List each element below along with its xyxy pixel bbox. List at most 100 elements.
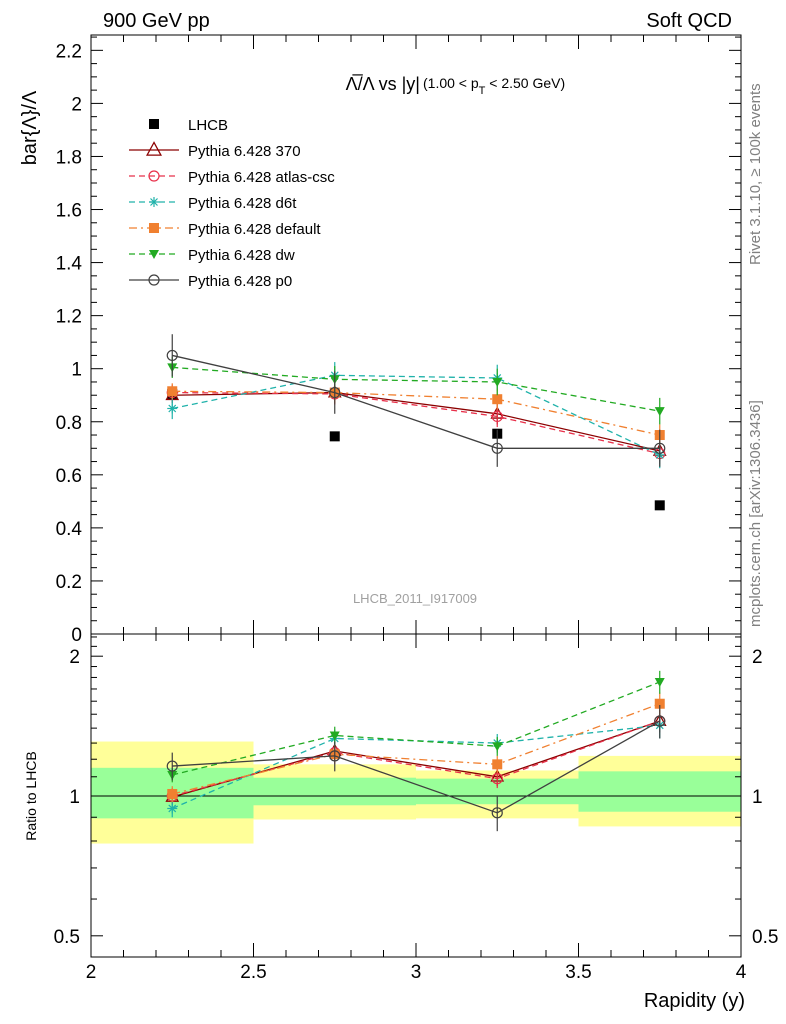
ratio-y-tick-label-right: 2 xyxy=(752,647,763,668)
legend-label: Pythia 6.428 p0 xyxy=(188,273,292,290)
main-series-line xyxy=(172,374,661,456)
main-data-point xyxy=(329,386,341,399)
ratio-data-point xyxy=(654,677,665,687)
legend-marker xyxy=(148,274,160,286)
main-title: Λ̅/Λ vs |y| xyxy=(346,74,420,94)
main-data-point xyxy=(167,403,178,414)
main-y-tick-label: 2 xyxy=(71,94,82,115)
ratio-series-line xyxy=(172,720,661,814)
main-data-point xyxy=(329,431,340,442)
legend-entry: Pythia 6.428 default xyxy=(129,221,321,238)
main-data-point xyxy=(167,386,178,397)
main-y-tick-label: 0.4 xyxy=(56,519,83,540)
ratio-y-tick-label-right: 1 xyxy=(752,787,763,808)
x-tick-label: 2 xyxy=(86,962,97,983)
legend-label: Pythia 6.428 370 xyxy=(188,143,301,160)
main-data-point xyxy=(654,442,666,454)
ratio-panel: Ratio to LHCB Rapidity (y) 2 2.5 3 3.5 40.5 0… xyxy=(23,633,778,1012)
main-y-tick-label: 0.8 xyxy=(56,413,82,434)
header-left: 900 GeV pp xyxy=(103,10,210,32)
ratio-y-tick-label-right: 0.5 xyxy=(752,927,778,948)
main-series xyxy=(167,388,665,511)
main-series xyxy=(167,356,665,425)
legend-marker xyxy=(149,223,159,233)
ratio-y-tick-label-left: 0.5 xyxy=(54,927,80,948)
x-tick-label: 3 xyxy=(411,962,422,983)
main-data-point xyxy=(654,407,665,417)
main-data-point xyxy=(166,349,178,362)
legend-label: Pythia 6.428 atlas-csc xyxy=(188,169,335,186)
ratio-data-point xyxy=(654,715,666,727)
main-data-point xyxy=(491,410,503,423)
main-series xyxy=(166,383,666,465)
analysis-watermark: LHCB_2011_I917009 xyxy=(353,591,477,606)
main-y-tick-label: 1 xyxy=(71,360,82,381)
main-panel: bar{Λ}/Λ Λ̅/Λ vs |y| (1.00 < pT < 2.50 G… xyxy=(19,34,742,646)
main-series xyxy=(167,381,665,446)
main-y-tick-label: 0.6 xyxy=(56,466,82,487)
main-data-point xyxy=(491,442,503,454)
legend-entry: Pythia 6.428 atlas-csc xyxy=(129,169,335,186)
ratio-data-point xyxy=(167,788,178,799)
main-series-line xyxy=(172,390,660,436)
legend-marker xyxy=(149,119,159,129)
legend-marker xyxy=(149,250,159,259)
ratio-data-point xyxy=(492,742,503,752)
main-data-point xyxy=(492,394,503,405)
main-data-point xyxy=(654,500,665,511)
main-y-tick-label: 1.6 xyxy=(56,201,82,222)
main-series-line xyxy=(172,391,660,452)
main-y-tick-label: 0.2 xyxy=(56,572,82,593)
ratio-data-point xyxy=(329,731,340,741)
ratio-series xyxy=(166,705,666,832)
legend: LHCB Pythia 6.428 370 Pythia 6.428 atlas-c… xyxy=(129,117,335,290)
ratio-data-point xyxy=(167,803,178,814)
main-y-tick-label: 1.8 xyxy=(56,147,82,168)
ratio-data-point xyxy=(491,807,503,819)
ratio-data-point xyxy=(492,759,503,770)
main-series-line xyxy=(172,354,660,449)
main-y-tick-label: 1.2 xyxy=(56,307,82,328)
main-y-axis-label: bar{Λ}/Λ xyxy=(19,90,41,165)
ratio-data-point xyxy=(654,698,665,709)
uncertainty-band-inner xyxy=(253,777,416,806)
main-series-line xyxy=(172,391,660,455)
legend-entry: Pythia 6.428 370 xyxy=(129,141,301,160)
legend-marker xyxy=(146,141,162,156)
x-axis-label: Rapidity (y) xyxy=(644,990,745,1012)
legend-entry: Pythia 6.428 dw xyxy=(129,247,295,264)
legend-label: Pythia 6.428 default xyxy=(188,221,321,238)
legend-label: LHCB xyxy=(188,117,228,134)
legend-label: Pythia 6.428 d6t xyxy=(188,195,297,212)
ratio-series-line xyxy=(172,720,660,797)
legend-entry: Pythia 6.428 d6t xyxy=(129,195,297,212)
header-right: Soft QCD xyxy=(646,10,732,32)
main-series xyxy=(166,334,666,467)
ratio-series-line xyxy=(172,681,660,776)
main-data-point xyxy=(492,377,503,387)
main-y-tick-label: 1.4 xyxy=(56,254,83,275)
legend-label: Pythia 6.428 dw xyxy=(188,247,295,264)
main-title-range: (1.00 < pT < 2.50 GeV) xyxy=(423,75,565,97)
ratio-y-axis-label: Ratio to LHCB xyxy=(23,751,39,840)
legend-marker xyxy=(149,197,159,207)
x-tick-label: 3.5 xyxy=(565,962,591,983)
main-y-tick-label: 0 xyxy=(71,625,82,646)
ratio-series-line xyxy=(172,703,660,795)
ratio-data-point xyxy=(166,760,178,772)
main-y-tick-label: 2.2 xyxy=(56,41,82,62)
ratio-data-point xyxy=(329,750,341,762)
x-tick-label: 4 xyxy=(736,962,747,983)
ratio-y-tick-label-left: 1 xyxy=(69,787,80,808)
main-series xyxy=(167,362,665,469)
ratio-y-tick-label-left: 2 xyxy=(69,647,80,668)
legend-entry: LHCB xyxy=(149,117,228,134)
ratio-data-point xyxy=(491,773,503,785)
uncertainty-band-inner xyxy=(578,771,741,812)
x-tick-label: 2.5 xyxy=(240,962,266,983)
rivet-version-label: Rivet 3.1.10, ≥ 100k events xyxy=(747,83,764,265)
mcplots-label: mcplots.cern.ch [arXiv:1306.3436] xyxy=(747,400,764,627)
legend-marker xyxy=(148,170,160,182)
legend-entry: Pythia 6.428 p0 xyxy=(129,273,292,290)
